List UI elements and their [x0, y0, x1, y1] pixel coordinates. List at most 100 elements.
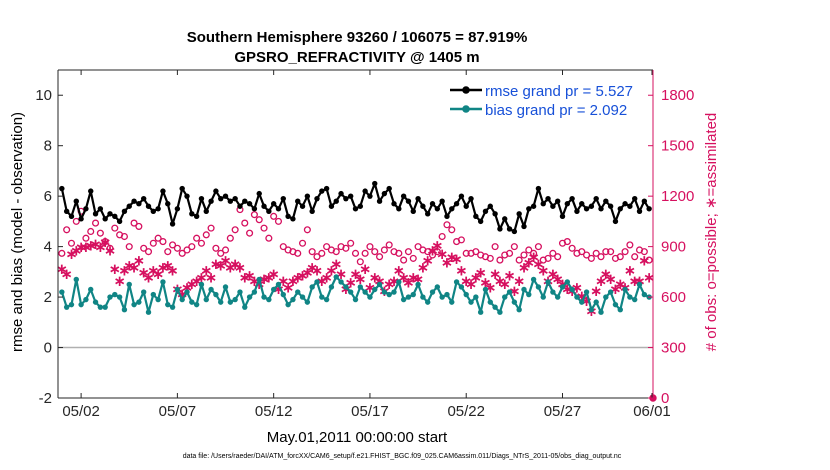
assimilated-obs-marker: ∗: [633, 272, 646, 290]
rmse-point: [400, 193, 407, 199]
bias-point: [357, 284, 364, 290]
bias-point: [439, 294, 445, 300]
bias-point: [473, 294, 479, 300]
bias-point: [78, 301, 84, 308]
bias-point: [641, 291, 648, 298]
rmse-point: [579, 201, 585, 207]
possible-obs-marker: [616, 253, 624, 261]
assimilated-obs-marker: ∗: [147, 262, 160, 280]
assimilated-obs-marker: ∗: [311, 262, 324, 280]
possible-obs-marker: [510, 243, 518, 251]
possible-obs-marker: [597, 253, 605, 261]
assimilated-obs-marker: ∗: [186, 275, 199, 293]
bias-point: [497, 309, 503, 315]
rmse-point: [506, 226, 513, 232]
right-y-tick-label: 300: [661, 340, 686, 357]
rmse-point: [232, 195, 238, 202]
rmse-point: [116, 218, 123, 225]
x-tick-label: 05/22: [447, 403, 485, 420]
bias-point: [632, 296, 638, 303]
rmse-point: [59, 185, 65, 192]
assimilated-obs-marker: ∗: [402, 273, 415, 291]
possible-obs-marker: [554, 253, 562, 261]
bias-point: [314, 279, 320, 285]
data-file-footnote: data file: /Users/raeder/DAI/ATM_forcXX/…: [183, 453, 622, 460]
assimilated-obs-marker: ∗: [219, 252, 232, 270]
possible-obs-marker: [443, 221, 451, 229]
possible-obs-marker: [448, 226, 456, 234]
possible-obs-marker: [621, 248, 629, 256]
possible-obs-marker: [404, 248, 413, 256]
left-y-tick-label: 2: [44, 289, 52, 306]
x-axis-label: May.01,2011 00:00:00 start: [267, 429, 448, 446]
rmse-point: [405, 198, 412, 204]
rmse-point: [468, 195, 474, 202]
assimilated-obs-marker: ∗: [354, 270, 367, 288]
rmse-point: [439, 198, 445, 204]
assimilated-obs-marker: ∗: [556, 275, 569, 293]
bias-point: [425, 299, 431, 305]
bias-point: [102, 304, 108, 310]
bias-point: [232, 296, 238, 303]
rmse-point: [251, 206, 258, 212]
possible-obs-marker: [424, 248, 432, 256]
bias-point: [270, 286, 277, 293]
bias-point: [569, 286, 575, 293]
assimilated-obs-marker: ∗: [195, 268, 208, 286]
assimilated-obs-marker: ∗: [518, 258, 531, 276]
possible-obs-marker: [505, 249, 514, 257]
assimilated-obs-marker: ∗: [267, 265, 280, 283]
rmse-point: [386, 185, 392, 192]
rmse-point: [304, 193, 311, 199]
assimilated-obs-marker: ∗: [643, 268, 656, 286]
bias-point: [444, 291, 450, 298]
bias-point: [362, 289, 368, 295]
rmse-point: [295, 198, 301, 204]
assimilated-obs-marker: ∗: [104, 241, 117, 259]
possible-obs-marker: [159, 238, 167, 246]
possible-obs-marker: [491, 243, 499, 251]
rmse-point: [545, 195, 551, 202]
bias-point: [588, 306, 595, 313]
possible-obs-marker: [217, 249, 225, 257]
assimilated-obs-marker: ∗: [547, 265, 560, 283]
possible-obs-marker: [428, 251, 437, 259]
assimilated-obs-marker: ∗: [109, 260, 122, 278]
rmse-point: [391, 201, 397, 207]
assimilated-obs-marker: ∗: [373, 272, 386, 290]
bias-point: [396, 279, 402, 285]
assimilated-obs-marker: ∗: [296, 267, 309, 285]
left-y-tick-label: 0: [44, 340, 52, 357]
bias-point: [468, 299, 474, 305]
assimilated-obs-marker: ∗: [470, 268, 483, 286]
possible-obs-marker: [226, 234, 234, 242]
rmse-point: [83, 206, 89, 212]
assimilated-obs-marker: ∗: [118, 262, 131, 280]
bias-point: [189, 299, 195, 305]
possible-obs-marker: [101, 238, 109, 246]
possible-obs-marker: [578, 248, 586, 256]
possible-obs-marker: [462, 249, 470, 257]
possible-obs-marker: [96, 229, 104, 237]
assimilated-obs-marker: ∗: [75, 238, 88, 256]
possible-obs-marker: [207, 224, 215, 232]
bias-point: [222, 284, 229, 290]
bias-point: [145, 309, 152, 315]
bias-point: [184, 289, 190, 295]
possible-obs-marker: [640, 248, 648, 256]
assimilated-obs-marker: ∗: [113, 272, 126, 290]
rmse-point: [261, 203, 267, 209]
possible-obs-marker: [246, 229, 254, 237]
rmse-point: [338, 190, 344, 197]
bias-point: [237, 289, 243, 295]
possible-obs-marker: [568, 244, 576, 252]
possible-obs-marker: [149, 239, 157, 247]
right-y-axis-label: # of obs: o=possible; ∗=assimilated: [703, 113, 720, 352]
rmse-point: [107, 211, 113, 217]
assimilated-obs-marker: ∗: [238, 268, 251, 286]
possible-obs-marker: [193, 234, 201, 242]
bias-point: [242, 304, 248, 310]
left-y-tick-label: 4: [44, 239, 52, 256]
possible-obs-marker: [274, 217, 283, 225]
